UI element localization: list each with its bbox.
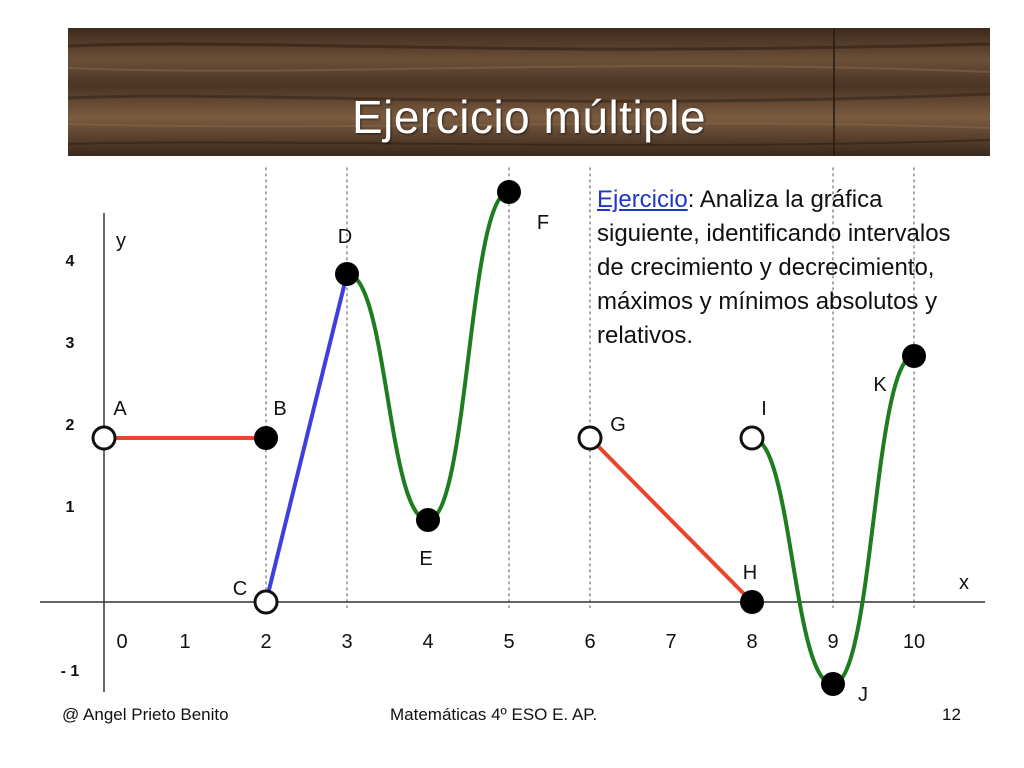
point-label-J: J: [858, 684, 868, 706]
wood-texture: [68, 28, 990, 156]
point-F: [497, 180, 521, 204]
series-D-F: [346, 190, 510, 523]
point-C: [253, 589, 279, 615]
point-label-C: C: [233, 578, 247, 600]
point-label-I: I: [761, 398, 767, 420]
axes: [40, 213, 985, 692]
guide-lines: [265, 167, 915, 608]
y-tick--1: - 1: [61, 663, 80, 680]
point-B: [254, 426, 278, 450]
point-K: [902, 344, 926, 368]
series-C-D: [264, 273, 349, 603]
y-axis-label: y: [116, 230, 126, 252]
series-G-H: [588, 436, 754, 604]
point-label-F: F: [537, 212, 549, 234]
point-label-B: B: [273, 398, 286, 420]
point-A: [91, 425, 117, 451]
x-tick-6: 6: [584, 631, 595, 653]
tick-labels: 0 1 2 3 4 5 6 7 8 9 10 - 1 1 2 3 4: [61, 253, 925, 680]
y-tick-2: 2: [66, 417, 75, 434]
x-axis-label: x: [959, 572, 969, 594]
y-tick-1: 1: [66, 499, 75, 516]
point-label-K: K: [873, 374, 887, 396]
point-J: [821, 672, 845, 696]
point-label-A: A: [113, 398, 127, 420]
x-tick-7: 7: [665, 631, 676, 653]
point-I: [739, 425, 765, 451]
footer-author: @ Angel Prieto Benito: [62, 705, 229, 724]
x-tick-2: 2: [260, 631, 271, 653]
point-G: [577, 425, 603, 451]
x-tick-1: 1: [179, 631, 190, 653]
x-tick-10: 10: [903, 631, 925, 653]
point-D: [335, 262, 359, 286]
footer-course: Matemáticas 4º ESO E. AP.: [390, 705, 598, 724]
footer-page-number: 12: [942, 705, 961, 724]
y-tick-4: 4: [66, 253, 75, 270]
point-label-H: H: [743, 562, 757, 584]
point-label-E: E: [419, 548, 432, 570]
point-labels: A B C D E F G H I J K: [113, 212, 887, 706]
x-tick-3: 3: [341, 631, 352, 653]
y-tick-3: 3: [66, 335, 75, 352]
point-label-G: G: [610, 414, 626, 436]
points-group: [91, 180, 926, 696]
exercise-keyword: Ejercicio: [597, 186, 688, 213]
x-tick-5: 5: [503, 631, 514, 653]
title-banner: Ejercicio múltiple: [68, 28, 990, 156]
point-H: [740, 590, 764, 614]
point-E: [416, 508, 440, 532]
point-label-D: D: [338, 226, 352, 248]
x-tick-0: 0: [116, 631, 127, 653]
x-tick-9: 9: [827, 631, 838, 653]
exercise-text: : Analiza la gráfica siguiente, identifi…: [597, 186, 951, 349]
exercise-statement: Ejercicio: Analiza la gráfica siguiente,…: [597, 183, 977, 353]
x-tick-8: 8: [746, 631, 757, 653]
slide-title: Ejercicio múltiple: [351, 91, 707, 143]
x-tick-4: 4: [422, 631, 433, 653]
